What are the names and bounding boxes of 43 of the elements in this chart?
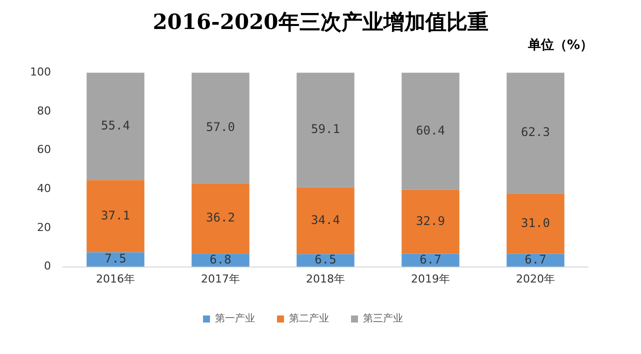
legend-label: 第三产业	[363, 312, 403, 325]
data-label: 59.1	[311, 122, 340, 136]
bar	[192, 183, 250, 254]
data-label: 62.3	[521, 125, 550, 140]
data-label: 6.8	[210, 252, 232, 266]
bar	[296, 72, 354, 188]
data-label: 55.4	[101, 118, 130, 133]
bar	[86, 72, 144, 180]
bar	[192, 72, 250, 184]
y-tick-label: 80	[36, 104, 51, 118]
bar	[296, 254, 354, 267]
y-tick-label: 0	[44, 260, 51, 273]
y-tick-label: 40	[36, 182, 51, 195]
bar	[506, 72, 564, 194]
x-tick-label: 2019年	[411, 272, 450, 286]
data-label: 32.9	[416, 214, 445, 228]
y-tick-label: 60	[36, 143, 51, 156]
data-label: 57.0	[206, 120, 235, 134]
x-tick-label: 2016年	[96, 272, 135, 286]
data-label: 34.4	[311, 212, 340, 227]
bar	[86, 180, 144, 252]
x-tick-label: 2018年	[306, 272, 345, 286]
data-label: 7.5	[104, 252, 126, 266]
data-label: 6.7	[524, 252, 546, 266]
bar	[296, 187, 354, 254]
chart-title: 2016-2020年三次产业增加值比重	[152, 8, 490, 36]
y-tick-label: 20	[36, 220, 51, 234]
data-label: 31.0	[521, 216, 550, 230]
data-label: 37.1	[101, 208, 130, 222]
bar	[86, 252, 144, 267]
data-label: 6.7	[420, 252, 442, 266]
bar	[402, 190, 460, 254]
bar	[506, 194, 564, 254]
y-tick-label: 100	[30, 65, 51, 78]
data-label: 6.5	[314, 252, 336, 267]
data-label: 60.4	[416, 123, 445, 138]
data-label: 36.2	[206, 210, 235, 225]
legend-label: 第一产业	[215, 312, 255, 325]
x-tick-label: 2020年	[516, 272, 555, 286]
x-tick-label: 2017年	[200, 272, 240, 286]
text: 单位（%）	[526, 37, 594, 54]
bar	[402, 72, 460, 190]
legend-label: 第二产业	[289, 312, 329, 325]
